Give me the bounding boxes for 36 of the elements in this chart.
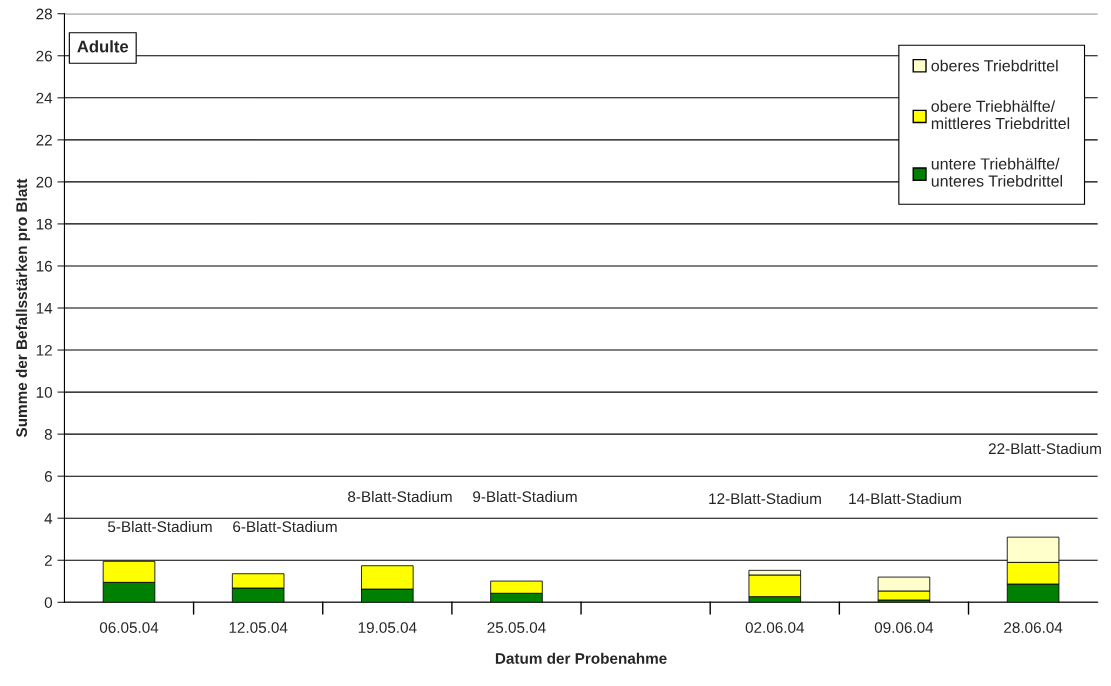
y-tick-label: 24 [36, 92, 53, 104]
annotation: Adulte [77, 40, 129, 53]
annotation: 9-Blatt-Stadium [473, 490, 577, 503]
x-axis-title: Datum der Probenahme [495, 652, 667, 664]
y-tick-label: 8 [44, 429, 52, 440]
annotation: 14-Blatt-Stadium [849, 492, 961, 505]
y-tick-label: 26 [36, 50, 52, 62]
y-tick-label: 28 [36, 8, 52, 20]
x-tick-label: 06.05.04 [99, 622, 159, 633]
y-axis-title: Summe der Befallsstärken pro Blatt [15, 178, 31, 438]
annotation: 5-Blatt-Stadium [107, 520, 212, 533]
y-tick-label: 0 [44, 597, 53, 608]
y-tick-label: 22 [36, 134, 52, 146]
y-tick-label: 16 [36, 260, 52, 272]
annotation: 12-Blatt-Stadium [709, 492, 821, 505]
x-tick-label: 12.05.04 [229, 622, 288, 633]
y-tick-label: 14 [36, 303, 53, 314]
x-tick-label: 28.06.04 [1004, 622, 1063, 633]
x-tick-label: 09.06.04 [874, 622, 934, 633]
y-tick-label: 10 [36, 386, 53, 398]
x-tick-label: 02.06.04 [745, 622, 805, 633]
annotation: 22-Blatt-Stadium [988, 442, 1101, 455]
y-tick-label: 4 [44, 513, 53, 524]
y-tick-label: 2 [44, 555, 52, 566]
annotation: 8-Blatt-Stadium [348, 490, 452, 503]
legend-label: untere Triebhälfte/ unteres Triebdrittel [931, 157, 1063, 187]
bar [748, 574, 802, 598]
legend-label: oberes Triebdrittel [931, 59, 1058, 72]
y-tick-label: 12 [36, 344, 52, 356]
y-tick-label: 18 [36, 218, 52, 230]
annotation: 6-Blatt-Stadium [233, 520, 337, 533]
x-tick-label: 19.05.04 [358, 622, 417, 633]
x-tick-label: 25.05.04 [487, 622, 546, 633]
legend-label: obere Triebhälfte/ mittleres Triebdrittel [931, 100, 1070, 130]
y-tick-label: 20 [36, 176, 53, 188]
y-tick-label: 6 [44, 471, 52, 482]
